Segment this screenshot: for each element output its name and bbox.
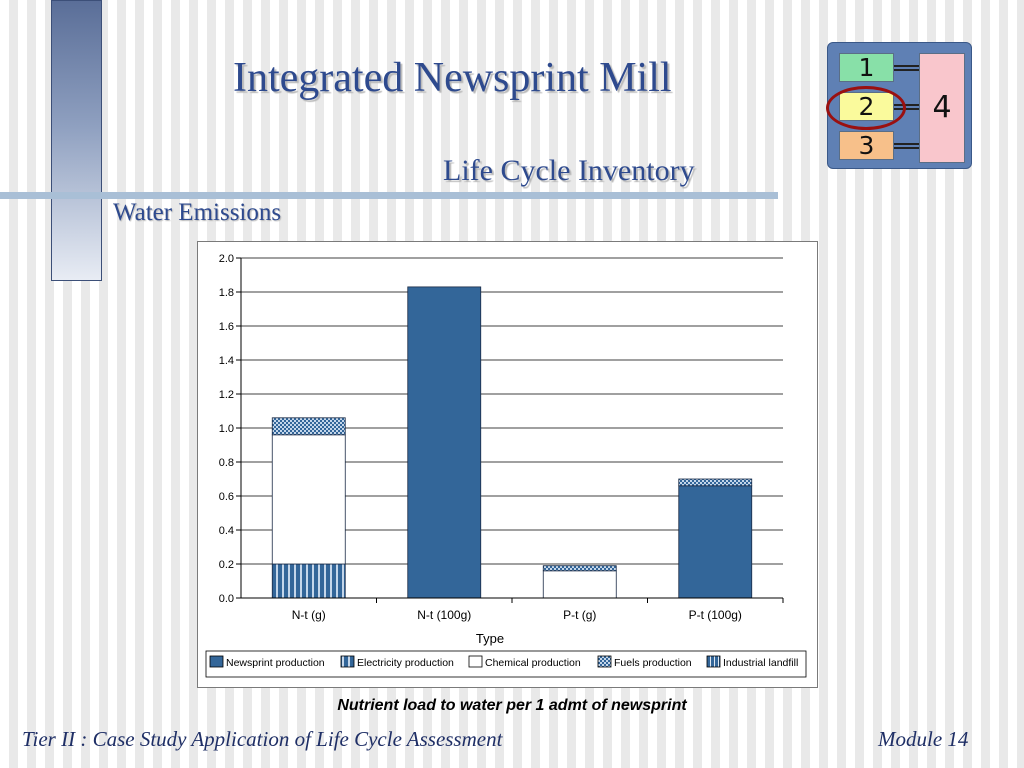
decorative-side-bar — [51, 0, 102, 281]
y-tick-label: 0.0 — [219, 593, 234, 605]
y-tick-label: 1.2 — [219, 389, 234, 401]
legend-swatch — [706, 655, 721, 668]
y-tick-label: 1.4 — [219, 355, 234, 367]
y-tick-label: 1.8 — [219, 287, 234, 299]
module-connector-2 — [894, 104, 919, 110]
module-box-3: 3 — [839, 131, 894, 160]
slide-title: Integrated Newsprint Mill — [233, 55, 672, 101]
y-tick-label: 2.0 — [219, 253, 234, 265]
section-heading: Water Emissions — [113, 199, 282, 226]
module-connector-1 — [894, 65, 919, 71]
nutrient-load-chart: 0.0 0.2 0.4 0.6 0.8 1.0 1.2 1.4 1.6 1.8 2.0 N-t (g)… — [205, 253, 807, 678]
legend-label: Industrial landfill — [723, 657, 798, 669]
module-box-4: 4 — [919, 53, 965, 163]
footer-module-number: Module 14 — [878, 727, 969, 751]
bar-segment-newsprint-production — [678, 485, 753, 599]
bar-segment-chemical-production — [271, 434, 346, 565]
x-tick-label: P-t (g) — [563, 608, 596, 622]
slide-subtitle: Life Cycle Inventory — [443, 154, 695, 187]
bar-segment-chemical-production — [542, 570, 617, 599]
bar-segment-fuels-production — [678, 478, 753, 487]
legend-swatch — [468, 655, 483, 668]
legend-label: Fuels production — [614, 657, 692, 669]
x-tick-label: N-t (100g) — [417, 608, 471, 622]
legend-swatch — [340, 655, 355, 668]
legend-box — [205, 650, 807, 678]
y-tick-label: 1.6 — [219, 321, 234, 333]
y-tick-label: 1.0 — [219, 423, 234, 435]
bar-segment-fuels-production — [271, 417, 346, 436]
y-tick-label: 0.2 — [219, 559, 234, 571]
bar-segment-fuels-production — [542, 565, 617, 572]
x-tick-label: P-t (100g) — [689, 608, 742, 622]
footer-course-title: Tier II : Case Study Application of Life… — [22, 727, 503, 751]
module-highlight-ring — [826, 86, 906, 130]
legend-swatch — [209, 655, 224, 668]
module-box-1: 1 — [839, 53, 894, 82]
x-axis-title: Type — [476, 631, 504, 646]
legend-label: Newsprint production — [226, 657, 325, 669]
x-tick-label: N-t (g) — [292, 608, 326, 622]
y-tick-label: 0.8 — [219, 457, 234, 469]
bar-segment-electricity-production — [271, 563, 346, 599]
legend-label: Electricity production — [357, 657, 454, 669]
chart-panel: 0.0 0.2 0.4 0.6 0.8 1.0 1.2 1.4 1.6 1.8 2.0 N-t (g)… — [197, 241, 818, 688]
legend-label: Chemical production — [485, 657, 581, 669]
y-tick-label: 0.4 — [219, 525, 234, 537]
bar-segment-newsprint-production — [407, 286, 482, 599]
header-rule — [0, 192, 778, 199]
module-connector-3 — [894, 143, 919, 149]
y-tick-label: 0.6 — [219, 491, 234, 503]
legend-swatch — [597, 655, 612, 668]
chart-caption: Nutrient load to water per 1 admt of new… — [337, 697, 687, 714]
